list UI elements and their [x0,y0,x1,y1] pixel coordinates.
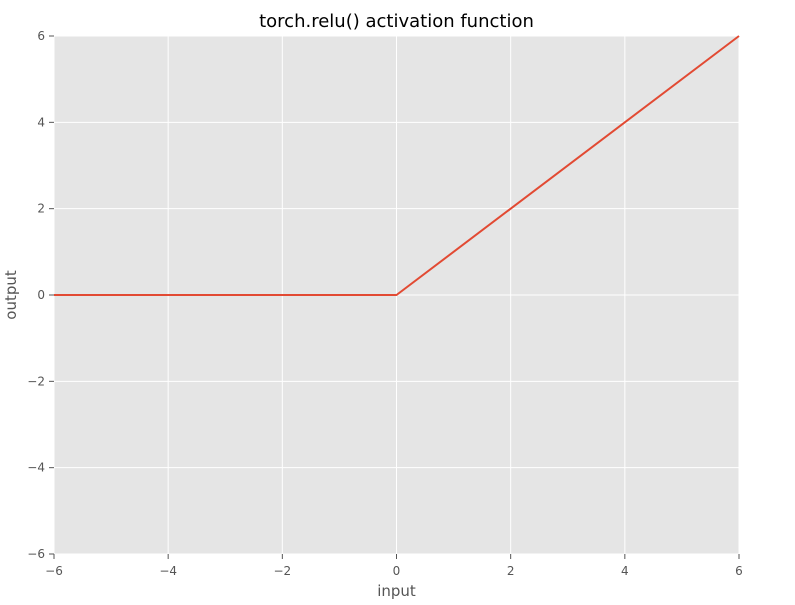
x-axis-label: input [377,582,416,600]
ticks: −6 −4 −2 0 2 4 6 −6 −4 −2 0 2 4 6 [27,29,743,578]
chart-title: torch.relu() activation function [259,11,534,32]
y-tick-label: −6 [27,547,45,561]
y-tick-label: 6 [37,29,45,43]
x-tick-label: −4 [159,564,177,578]
series-layer [54,35,740,296]
y-tick-label: −2 [27,374,45,388]
series-line [54,35,740,296]
x-tick-label: 2 [507,564,515,578]
x-tick-label: −6 [45,564,63,578]
x-tick-label: −2 [273,564,291,578]
x-tick-label: 6 [735,564,743,578]
x-tick-label: 0 [393,564,401,578]
y-tick-label: 2 [37,202,45,216]
y-tick-label: 4 [37,115,45,129]
y-tick-label: −4 [27,461,45,475]
y-axis-label: output [2,270,20,320]
x-tick-label: 4 [621,564,629,578]
y-tick-label: 0 [37,288,45,302]
